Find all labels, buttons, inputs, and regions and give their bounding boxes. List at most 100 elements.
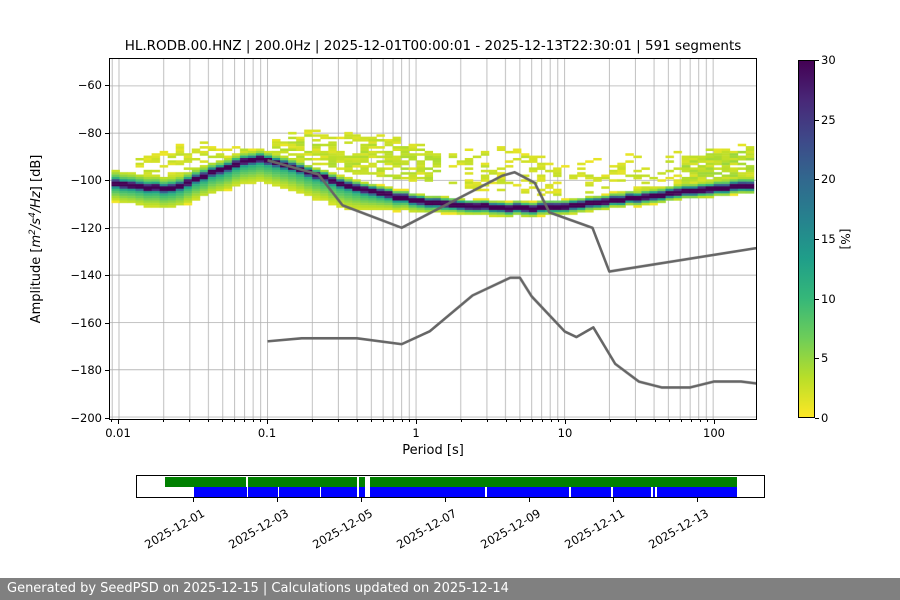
tick-mark: [111, 420, 113, 423]
tick-mark: [669, 420, 671, 423]
timeline-tick-mark: [193, 498, 194, 502]
timeline-tick-mark: [529, 498, 530, 502]
timeline-box: [136, 475, 765, 498]
timeline-tick-label: 2025-12-11: [562, 506, 627, 552]
availability-segment-green: [369, 477, 738, 487]
x-tick-label: 10: [557, 426, 573, 440]
timeline-tick-mark: [613, 498, 614, 502]
psd-coverage-segment-blue: [652, 487, 656, 497]
tick-mark: [162, 420, 164, 423]
tick-mark: [105, 132, 109, 134]
colorbar-tick-mark: [815, 60, 819, 61]
tick-mark: [338, 420, 340, 423]
psd-coverage-segment-blue: [656, 487, 738, 497]
timeline-tick-label: 2025-12-13: [646, 506, 711, 552]
tick-mark: [252, 420, 254, 423]
colorbar-tick-label: 20: [821, 172, 836, 187]
plot-title: HL.RODB.00.HNZ | 200.0Hz | 2025-12-01T00…: [124, 38, 742, 54]
psd-coverage-segment-blue: [194, 487, 247, 497]
y-tick-label: −200: [70, 411, 102, 425]
colorbar-label: [%]: [838, 228, 852, 250]
tick-mark: [356, 420, 358, 423]
psd-coverage-segment-blue: [571, 487, 612, 497]
y-axis-label-part: m: [29, 234, 45, 248]
y-axis-label-part: Amplitude [: [29, 247, 45, 324]
x-tick-label: 1: [412, 426, 420, 440]
colorbar-tick-mark: [815, 239, 819, 240]
x-tick-label: 100: [703, 426, 725, 440]
colorbar-tick-label: 25: [821, 112, 836, 127]
psd-coverage-segment-blue: [359, 487, 366, 497]
footer-status-bar: Generated by SeedPSD on 2025-12-15 | Cal…: [0, 578, 900, 600]
timeline-tick-mark: [361, 498, 362, 502]
y-axis-label-part: ] [dB]: [29, 154, 45, 192]
colorbar-tick-label: 0: [821, 411, 829, 425]
y-axis-label-part: /Hz: [29, 191, 45, 213]
tick-mark: [680, 420, 682, 423]
y-tick-label: −120: [70, 220, 102, 235]
tick-mark: [707, 420, 709, 423]
tick-mark: [416, 420, 417, 424]
tick-mark: [105, 227, 109, 229]
colorbar-tick-mark: [815, 119, 819, 121]
colorbar-tick-mark: [815, 298, 819, 300]
psd-coverage-segment-blue: [613, 487, 651, 497]
tick-mark: [105, 275, 109, 277]
tick-mark: [260, 420, 262, 423]
colorbar-tick-mark: [815, 358, 819, 360]
plot-area: [109, 58, 757, 420]
tick-mark: [531, 420, 533, 423]
timeline-tick-label: 2025-12-03: [226, 506, 291, 552]
tick-mark: [401, 420, 403, 423]
tick-mark: [105, 418, 109, 419]
tick-mark: [609, 420, 611, 423]
y-axis-label: Amplitude [m2/s4/Hz] [dB]: [28, 155, 44, 324]
y-tick-label: −180: [70, 363, 102, 378]
tick-mark: [382, 420, 384, 423]
psd-coverage-segment-blue: [487, 487, 570, 497]
availability-segment-green: [165, 477, 247, 487]
tick-mark: [409, 420, 411, 423]
footer-text: Generated by SeedPSD on 2025-12-15 | Cal…: [7, 581, 509, 596]
timeline-tick-label: 2025-12-01: [142, 506, 207, 552]
timeline-tick-mark: [445, 498, 446, 502]
y-tick-label: −160: [70, 315, 102, 330]
x-tick-label: 0.1: [257, 426, 277, 440]
y-tick-label: −80: [77, 125, 102, 140]
availability-segment-green: [359, 477, 366, 487]
tick-mark: [541, 420, 543, 423]
colorbar-tick-mark: [815, 418, 819, 419]
tick-mark: [636, 420, 638, 423]
tick-mark: [550, 420, 552, 423]
availability-segment-green: [248, 477, 358, 487]
tick-mark: [654, 420, 656, 423]
psd-coverage-segment-blue: [369, 487, 486, 497]
colorbar-tick-label: 15: [821, 232, 836, 246]
y-axis-label-part: 2: [27, 229, 38, 235]
ppsd-heatmap-canvas: [110, 59, 756, 419]
tick-mark: [487, 420, 489, 423]
tick-mark: [105, 322, 109, 324]
colorbar-tick-label: 5: [821, 351, 829, 366]
psd-coverage-segment-blue: [248, 487, 278, 497]
colorbar-tick-label: 30: [821, 53, 836, 67]
tick-mark: [267, 420, 268, 424]
timeline-tick-label: 2025-12-05: [310, 506, 375, 552]
y-tick-label: −60: [77, 78, 102, 92]
colorbar-tick-label: 10: [821, 291, 836, 306]
timeline-tick-label: 2025-12-09: [478, 506, 543, 552]
timeline-tick-mark: [277, 498, 278, 502]
tick-mark: [690, 420, 692, 423]
y-axis-label-part: 4: [27, 212, 38, 218]
tick-mark: [460, 420, 462, 423]
tick-mark: [207, 420, 209, 423]
tick-mark: [699, 420, 701, 423]
y-tick-label: −140: [70, 268, 102, 283]
timeline-tick-mark: [697, 498, 698, 502]
tick-mark: [118, 420, 119, 424]
tick-mark: [105, 85, 109, 86]
tick-mark: [233, 420, 235, 423]
tick-mark: [371, 420, 373, 423]
tick-mark: [222, 420, 224, 423]
x-axis-label: Period [s]: [402, 443, 464, 458]
